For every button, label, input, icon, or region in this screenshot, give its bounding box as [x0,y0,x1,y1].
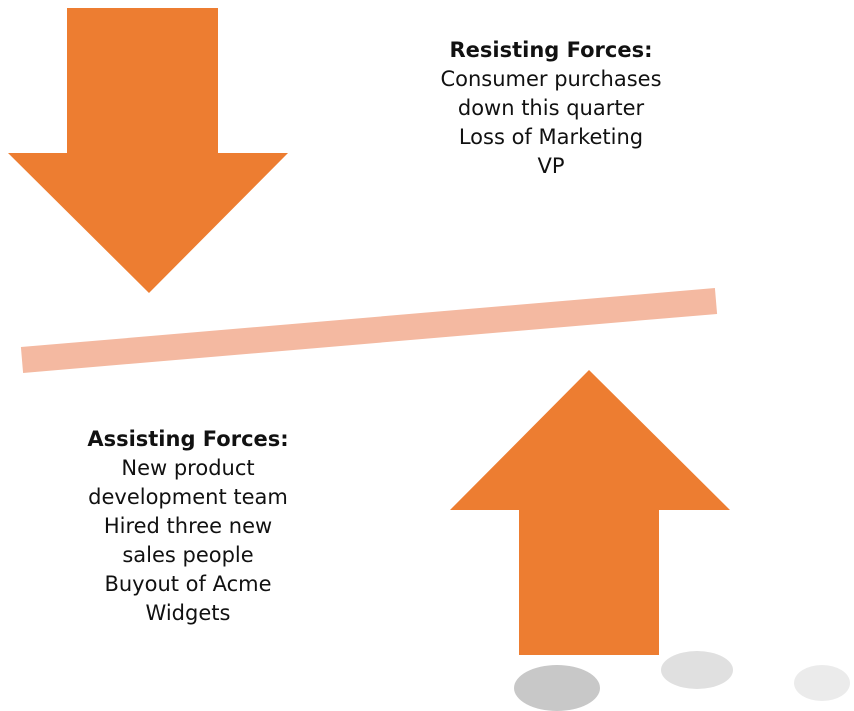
force-line: New product [121,456,254,480]
force-line: down this quarter [458,96,645,120]
assisting-text: Assisting Forces: New product development… [87,427,288,625]
force-line: Widgets [146,601,231,625]
force-line: development team [88,485,288,509]
resisting-text: Resisting Forces: Consumer purchases down… [440,38,661,178]
force-line: Consumer purchases [440,67,661,91]
decor-circle [514,665,600,711]
decor-circle [794,665,850,701]
force-line: sales people [122,543,253,567]
force-line: VP [537,154,564,178]
down-arrow [8,8,288,293]
assisting-title: Assisting Forces: [87,427,288,451]
force-line: Hired three new [104,514,272,538]
force-line: Buyout of Acme [104,572,271,596]
force-line: Loss of Marketing [459,125,643,149]
balance-bar [20,288,718,373]
resisting-title: Resisting Forces: [449,38,652,62]
decor-circle [661,651,733,689]
up-arrow [450,370,730,655]
